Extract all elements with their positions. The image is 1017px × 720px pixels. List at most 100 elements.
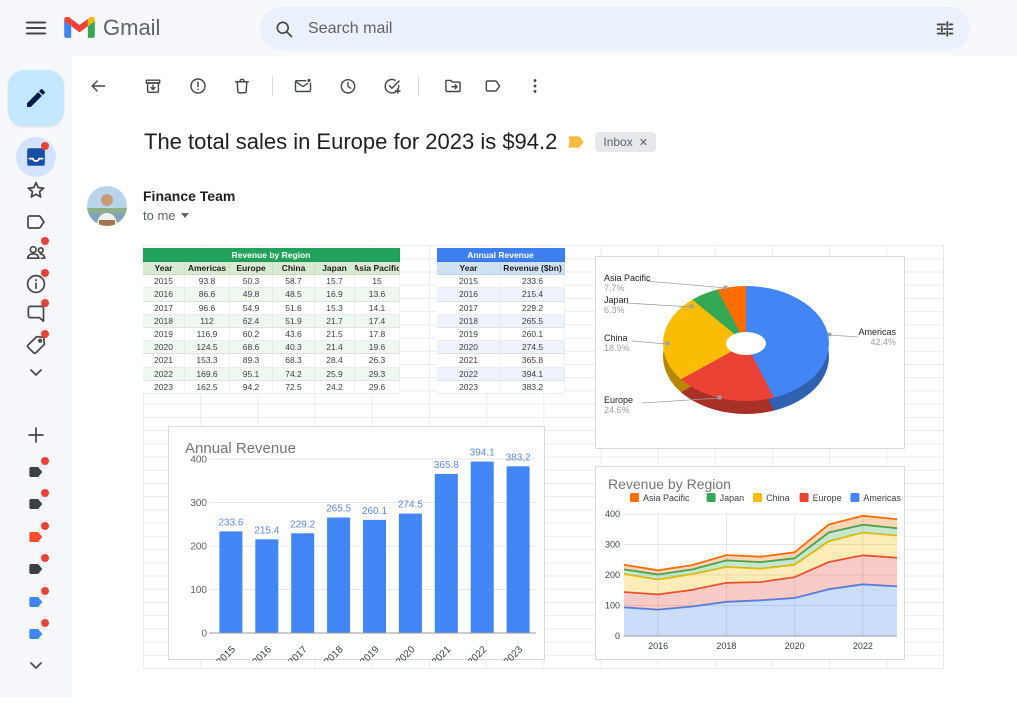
- subject-row: The total sales in Europe for 2023 is $9…: [144, 129, 656, 155]
- sidebar-item-show-more[interactable]: [24, 360, 48, 384]
- compose-button[interactable]: [8, 70, 64, 126]
- more-button[interactable]: [519, 70, 551, 102]
- chevron-down-icon: [181, 213, 189, 218]
- search-options-button[interactable]: [934, 18, 956, 40]
- gmail-logo: Gmail: [64, 15, 160, 41]
- table-cell: 233.6: [501, 275, 565, 288]
- table-cell: 2022: [143, 368, 185, 381]
- back-button[interactable]: [82, 70, 114, 102]
- svg-text:265.5: 265.5: [326, 504, 351, 515]
- notification-dot: [41, 142, 49, 150]
- table-row: 2017229.2: [437, 302, 565, 315]
- table-header-row: YearRevenue ($bn): [437, 262, 565, 275]
- svg-text:100: 100: [190, 585, 207, 596]
- svg-text:2019: 2019: [358, 644, 382, 661]
- archive-button[interactable]: [137, 70, 169, 102]
- sidebar-item-show-more-2[interactable]: [24, 653, 48, 677]
- toolbar-divider: [272, 76, 273, 96]
- importance-marker-icon[interactable]: [567, 135, 585, 149]
- label-outline-icon: [24, 210, 48, 234]
- toolbar-divider: [418, 76, 419, 96]
- svg-text:2020: 2020: [785, 641, 805, 651]
- table-cell: 26.3: [355, 354, 400, 367]
- remove-label-icon[interactable]: ✕: [639, 136, 648, 149]
- pie-chart: Americas42.4%Europe24.6%China18.9%Japan6…: [595, 256, 905, 449]
- svg-text:300: 300: [190, 498, 207, 509]
- table-row: 201811262.451.921.717.4: [143, 315, 400, 328]
- pie-slice-label: Europe24.6%: [604, 395, 633, 415]
- table-cell: 2020: [437, 341, 501, 354]
- table-cell: 260.1: [501, 328, 565, 341]
- table-cell: 2016: [437, 288, 501, 301]
- table-row: 2022394.1: [437, 368, 565, 381]
- recipient-label: to me: [143, 208, 176, 223]
- svg-text:2022: 2022: [466, 644, 490, 661]
- svg-text:0: 0: [201, 629, 207, 640]
- inbox-label-chip[interactable]: Inbox ✕: [595, 132, 656, 152]
- area-chart-svg: Revenue by RegionAsia PacificJapanChinaE…: [596, 467, 906, 661]
- table-row: 2015233.6: [437, 275, 565, 288]
- email-subject: The total sales in Europe for 2023 is $9…: [144, 129, 557, 155]
- table-header-row: YearAmericasEuropeChinaJapanAsia Pacific: [143, 262, 400, 275]
- sender-avatar[interactable]: [87, 186, 127, 226]
- tune-icon: [934, 18, 956, 40]
- table-cell: 274.5: [501, 341, 565, 354]
- chevron-down-icon: [24, 653, 48, 677]
- table-cell: 16.9: [315, 288, 355, 301]
- table-cell: 62.4: [230, 315, 273, 328]
- table-cell: 86.6: [185, 288, 230, 301]
- sidebar-item-starred[interactable]: [24, 178, 48, 202]
- svg-text:Asia Pacific: Asia Pacific: [643, 493, 690, 503]
- plus-icon: [24, 423, 48, 447]
- column-header: Europe: [230, 262, 273, 275]
- column-header: Asia Pacific: [355, 262, 400, 275]
- table-row: 2019116.960.243.621.517.8: [143, 328, 400, 341]
- table-cell: 124.5: [185, 341, 230, 354]
- svg-text:260.1: 260.1: [362, 506, 387, 517]
- table-cell: 116.9: [185, 328, 230, 341]
- table-title: Revenue by Region: [143, 248, 400, 262]
- table-cell: 13.6: [355, 288, 400, 301]
- chip-label: Inbox: [603, 135, 632, 149]
- svg-text:2020: 2020: [394, 644, 418, 661]
- table-cell: 169.6: [185, 368, 230, 381]
- table-cell: 50.3: [230, 275, 273, 288]
- table-cell: 365.8: [501, 354, 565, 367]
- table-cell: 68.3: [273, 354, 315, 367]
- table-cell: 2017: [437, 302, 501, 315]
- delete-button[interactable]: [226, 70, 258, 102]
- recipient-dropdown[interactable]: to me: [143, 208, 189, 223]
- table-row: 2023383.2: [437, 381, 565, 394]
- mark-unread-button[interactable]: [287, 70, 319, 102]
- chevron-down-icon: [24, 360, 48, 384]
- svg-text:365.8: 365.8: [434, 460, 459, 471]
- table-cell: 2021: [143, 354, 185, 367]
- table-cell: 2022: [437, 368, 501, 381]
- table-cell: 17.4: [355, 315, 400, 328]
- label-icon: [483, 76, 503, 96]
- search-icon[interactable]: [274, 19, 294, 39]
- star-icon: [24, 178, 48, 202]
- snooze-button[interactable]: [332, 70, 364, 102]
- svg-text:200: 200: [605, 570, 620, 580]
- table-cell: 2021: [437, 354, 501, 367]
- table-cell: 2019: [143, 328, 185, 341]
- add-to-tasks-button[interactable]: [376, 70, 408, 102]
- table-row: 2021153.389.368.328.426.3: [143, 354, 400, 367]
- labels-button[interactable]: [477, 70, 509, 102]
- report-spam-button[interactable]: [182, 70, 214, 102]
- table-title-row: Revenue by Region: [143, 248, 400, 262]
- top-bar: Gmail: [0, 0, 1017, 56]
- move-to-button[interactable]: [437, 70, 469, 102]
- column-header: Year: [437, 262, 501, 275]
- notification-dot: [41, 587, 49, 595]
- table-cell: 60.2: [230, 328, 273, 341]
- table-cell: 48.5: [273, 288, 315, 301]
- main-menu-button[interactable]: [22, 16, 50, 40]
- label-filled-icon: [26, 462, 46, 482]
- sidebar-item-labels-nav[interactable]: [24, 210, 48, 234]
- archive-icon: [143, 76, 163, 96]
- sidebar-item-add-label[interactable]: [24, 423, 48, 447]
- pie-slice-label: China18.9%: [604, 333, 630, 353]
- search-input[interactable]: [308, 20, 934, 38]
